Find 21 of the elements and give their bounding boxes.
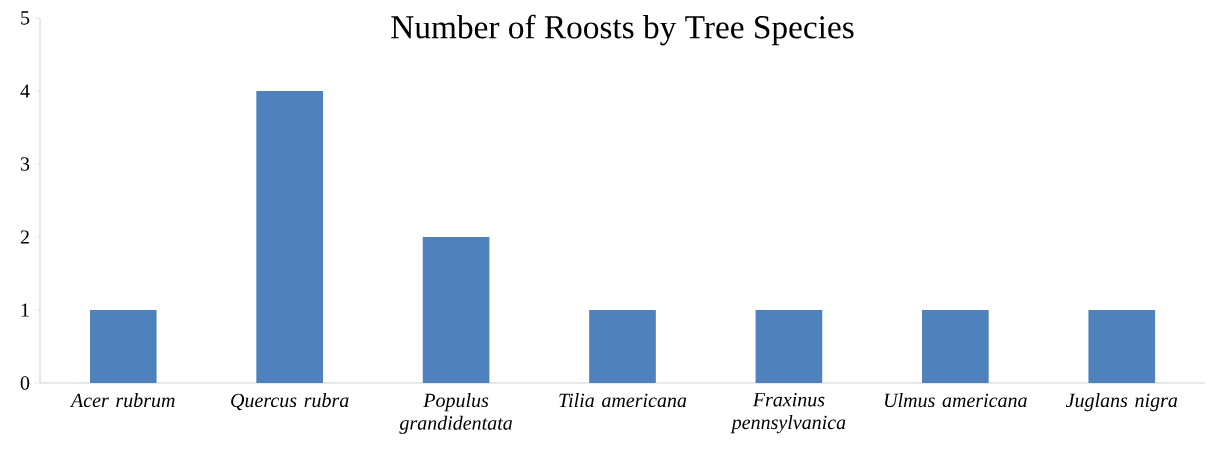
bar (922, 309, 989, 383)
y-tick-label: 0 (20, 376, 30, 390)
x-tick-label: Ulmus americana (884, 393, 1027, 408)
bar (1088, 309, 1156, 383)
x-tick-label: Quercus rubra (231, 393, 349, 411)
x-tick-label: Fraxinus pennsylvanica (730, 393, 846, 434)
bar (256, 91, 323, 383)
x-tick-label: Tilia americana (559, 393, 687, 408)
bar (422, 236, 490, 383)
bar (755, 309, 823, 383)
bar (589, 309, 656, 383)
y-tick-label: 2 (20, 230, 29, 244)
x-tick-label: Juglans nigra (1065, 393, 1178, 412)
y-tick-label: 3 (20, 157, 30, 171)
x-tick-label: Acer rubrum (69, 393, 175, 408)
x-tick-label: Populus grandidentata (399, 393, 512, 434)
y-tick-label: 5 (21, 11, 30, 25)
y-tick-label: 1 (21, 303, 29, 317)
chart-title: Number of Roosts by Tree Species (391, 14, 854, 46)
y-tick-label: 4 (20, 84, 30, 98)
bar (89, 309, 157, 383)
